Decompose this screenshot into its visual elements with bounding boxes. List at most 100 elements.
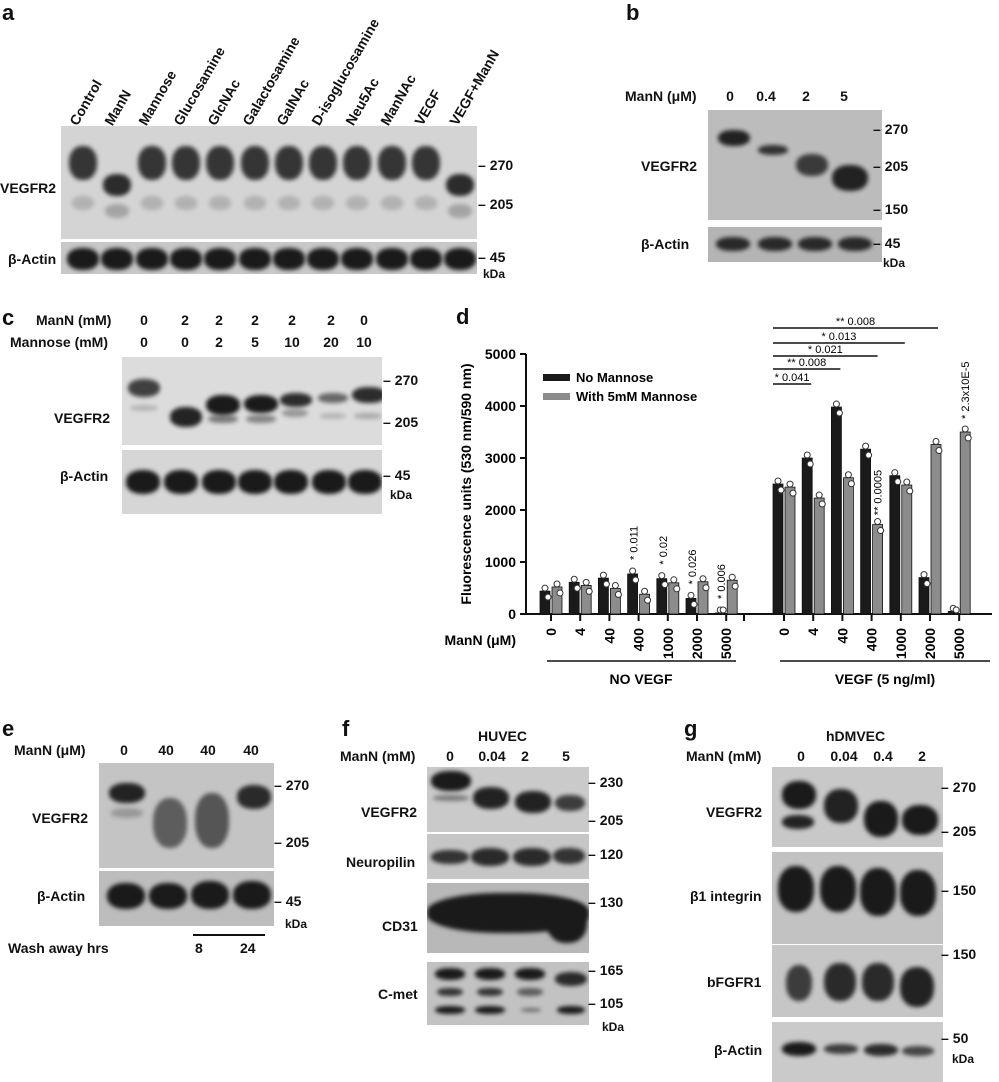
kda-unit: kDa — [285, 917, 308, 931]
protein-band — [864, 1044, 898, 1056]
x-tick-label: 40 — [601, 628, 617, 644]
data-point — [903, 478, 911, 486]
data-point — [670, 576, 678, 584]
data-point — [556, 589, 564, 597]
blot-a-actin — [61, 242, 477, 274]
data-point — [687, 591, 695, 599]
blot-e-actin — [99, 871, 274, 926]
protein-band — [902, 1046, 934, 1056]
bar — [813, 497, 825, 615]
data-point — [964, 434, 972, 442]
protein-band — [67, 248, 99, 270]
blot-g-vegfr2 — [772, 767, 943, 847]
protein-band — [309, 146, 338, 180]
mw-marker-230: 230 — [588, 774, 623, 790]
protein-band — [860, 868, 896, 916]
protein-band — [238, 470, 272, 494]
bar — [901, 484, 913, 615]
protein-band — [107, 883, 145, 909]
blot-g-integrin — [772, 852, 943, 944]
bar — [889, 475, 901, 615]
protein-band — [246, 415, 276, 423]
data-point — [544, 593, 552, 601]
data-point — [923, 580, 931, 588]
blot-f-cd31 — [427, 883, 589, 953]
protein-band — [796, 154, 828, 176]
protein-band — [343, 146, 372, 180]
row-label-bfgfr1: bFGFR1 — [707, 974, 762, 990]
blot-g-bfgfr1 — [772, 945, 943, 1017]
wash-away-label: Wash away hrs — [8, 940, 109, 956]
data-point — [906, 487, 914, 495]
bar — [959, 431, 971, 615]
y-tick-label: 3000 — [485, 450, 516, 466]
blot-c-vegfr2 — [122, 357, 382, 445]
lane-label: Neu5Ac — [342, 74, 383, 128]
protein-band — [521, 1008, 541, 1012]
mw-marker-45: 45 — [383, 467, 411, 483]
lane-label: VEGF+ManN — [445, 46, 502, 129]
protein-band — [208, 415, 238, 423]
protein-band — [471, 848, 509, 866]
protein-band — [862, 963, 894, 1001]
x-tick-label: 400 — [864, 628, 880, 652]
data-point — [961, 425, 969, 433]
row-label-beta-actin: β-Actin — [8, 251, 57, 267]
mw-marker-45: 45 — [274, 893, 302, 909]
x-tick-label: 4 — [805, 628, 821, 636]
protein-band — [435, 1006, 465, 1014]
x-tick-label: 5000 — [718, 628, 734, 659]
protein-band — [312, 196, 335, 210]
legend-label: No Mannose — [576, 370, 653, 385]
data-point — [673, 585, 681, 593]
protein-band — [820, 866, 856, 912]
protein-band — [348, 470, 382, 494]
x-tick-label: 1000 — [893, 628, 909, 659]
significance-label: * 0.013 — [821, 331, 856, 343]
data-point — [658, 572, 666, 580]
significance-label: ** 0.008 — [787, 357, 826, 369]
protein-band — [307, 248, 340, 270]
data-point — [690, 600, 698, 608]
wash-bracket-line — [193, 934, 265, 936]
protein-band — [864, 801, 898, 837]
data-point — [847, 480, 855, 488]
y-tick-label: 5000 — [485, 346, 516, 362]
data-point — [844, 471, 852, 479]
protein-band — [782, 1042, 816, 1056]
data-point — [862, 442, 870, 450]
lane-label: 5 — [840, 88, 848, 104]
legend-swatch — [543, 393, 570, 400]
y-tick-label: 1000 — [485, 554, 516, 570]
lane-label: 2 — [802, 88, 810, 104]
data-point — [832, 400, 840, 408]
lane-label: 10 — [356, 334, 372, 350]
bar — [930, 444, 942, 615]
protein-band — [437, 988, 463, 996]
panel-label-d: d — [456, 304, 470, 329]
protein-band — [475, 1006, 505, 1014]
protein-band — [341, 248, 374, 270]
x-tick-label: 0 — [543, 628, 559, 636]
row-label-beta-actin: β-Actin — [37, 888, 86, 904]
protein-band — [277, 196, 300, 210]
bar — [801, 457, 813, 615]
condition-label-mannose: Mannose (mM) — [10, 334, 108, 350]
protein-band — [140, 196, 163, 210]
protein-band — [149, 883, 187, 909]
protein-band — [553, 848, 585, 864]
mw-marker-205: 205 — [478, 196, 513, 212]
lane-label: 0 — [360, 312, 368, 328]
data-point — [644, 596, 652, 604]
protein-band — [238, 248, 271, 270]
lane-label: 40 — [158, 742, 174, 758]
data-point — [731, 582, 739, 590]
lane-label: 0.4 — [873, 748, 893, 764]
lane-label: 40 — [200, 742, 216, 758]
data-point — [935, 446, 943, 454]
data-point — [920, 571, 928, 579]
protein-band — [109, 783, 145, 803]
protein-band — [431, 771, 471, 791]
p-value-annotation: * 0.02 — [658, 536, 670, 565]
wash-value-8: 8 — [195, 940, 203, 956]
